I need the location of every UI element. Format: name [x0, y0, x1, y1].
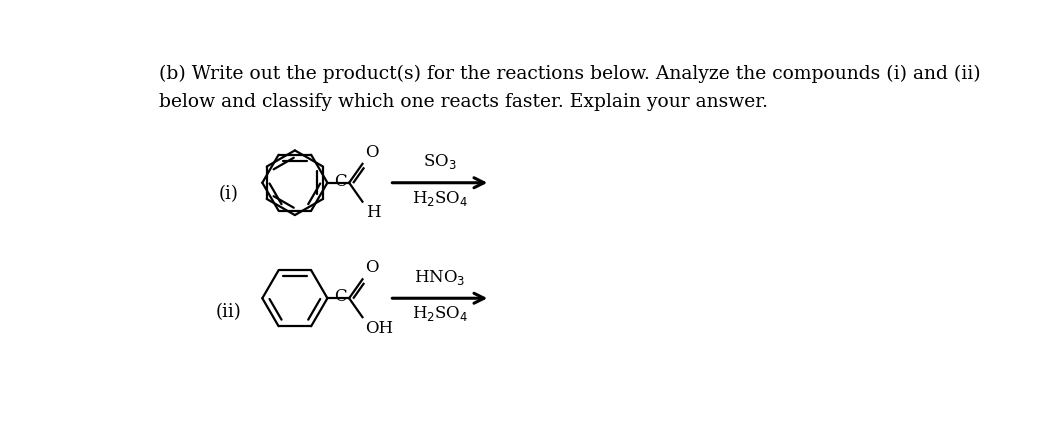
- Text: below and classify which one reacts faster. Explain your answer.: below and classify which one reacts fast…: [160, 93, 768, 111]
- Text: C: C: [334, 288, 347, 305]
- Text: O: O: [365, 259, 378, 276]
- Text: HNO$_3$: HNO$_3$: [414, 268, 465, 287]
- Text: H: H: [366, 204, 381, 221]
- Text: (ii): (ii): [216, 303, 242, 321]
- Text: (b) Write out the product(s) for the reactions below. Analyze the compounds (i) : (b) Write out the product(s) for the rea…: [160, 65, 981, 83]
- Text: C: C: [334, 173, 347, 190]
- Text: (i): (i): [219, 185, 239, 203]
- Text: SO$_3$: SO$_3$: [423, 152, 457, 171]
- Text: H$_2$SO$_4$: H$_2$SO$_4$: [411, 305, 468, 324]
- Text: O: O: [365, 144, 378, 161]
- Text: H$_2$SO$_4$: H$_2$SO$_4$: [411, 189, 468, 208]
- Text: OH: OH: [365, 320, 393, 337]
